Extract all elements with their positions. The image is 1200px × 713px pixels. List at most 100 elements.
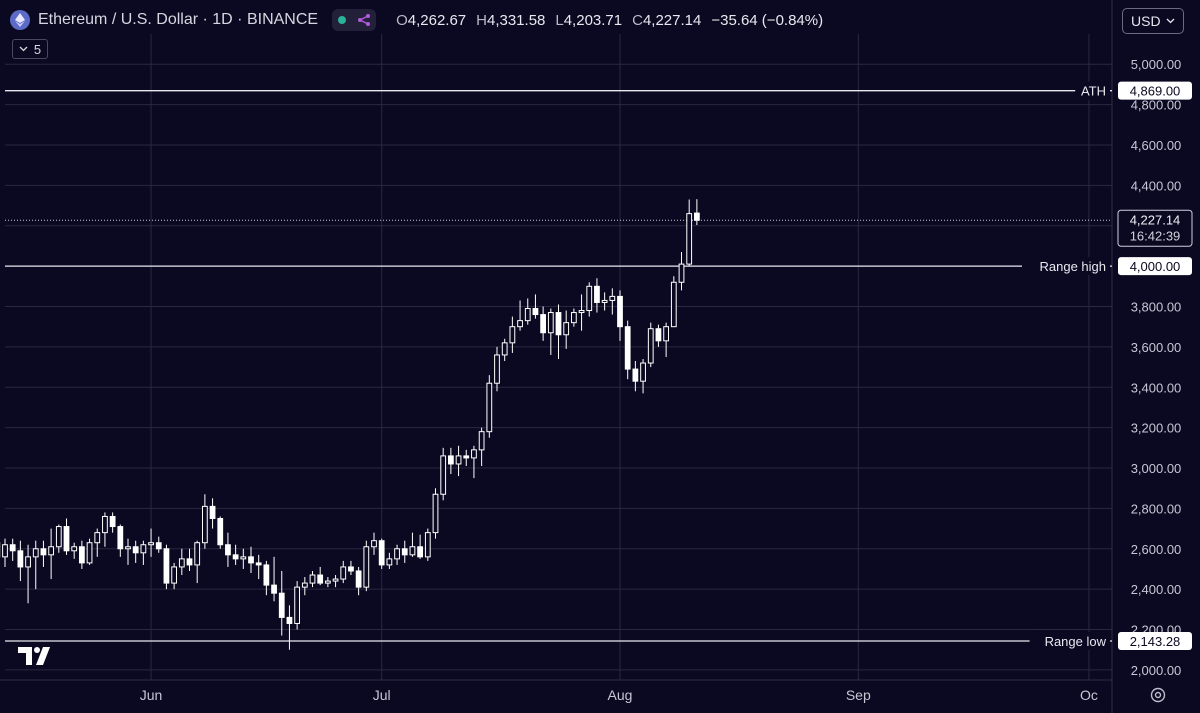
candle-body xyxy=(693,212,700,221)
candle xyxy=(655,324,662,347)
candle xyxy=(355,566,362,596)
candle xyxy=(640,358,646,394)
candle-body xyxy=(186,558,193,566)
candle-body xyxy=(2,544,8,558)
candle-body xyxy=(594,285,600,303)
candle xyxy=(63,518,70,555)
candle-body xyxy=(263,564,270,586)
candle xyxy=(94,528,101,557)
price-tick-label: 2,400.00 xyxy=(1131,582,1182,597)
high-value: 4,331.58 xyxy=(486,11,546,29)
price-tick-label: 2,000.00 xyxy=(1131,663,1182,678)
horizontal-levels xyxy=(5,90,1112,642)
candle-body xyxy=(324,580,331,584)
time-axis[interactable]: Jun Jul Aug Sep Oc xyxy=(140,687,1098,703)
candle xyxy=(194,540,201,584)
candle xyxy=(278,570,285,636)
level-price-tag xyxy=(1118,81,1192,100)
candle-body xyxy=(194,542,201,566)
candle xyxy=(693,199,700,225)
candle-body xyxy=(424,532,431,558)
candle xyxy=(332,575,339,588)
ohlc-values: O4,262.67 H4,331.58 L4,203.71 C4,227.14 … xyxy=(396,12,823,29)
candle xyxy=(578,294,585,331)
candle-body xyxy=(663,326,670,342)
candle-body xyxy=(617,295,623,328)
candle-body xyxy=(25,556,31,568)
price-tick-label: 4,600.00 xyxy=(1131,138,1182,153)
candle-body xyxy=(547,312,554,334)
level-caption: Range high xyxy=(1040,259,1107,274)
candle xyxy=(225,532,231,567)
candle-body xyxy=(240,556,247,560)
candle xyxy=(271,556,277,602)
open-key: O xyxy=(396,11,408,29)
candle-body xyxy=(301,582,308,588)
candle-body xyxy=(217,517,224,546)
candle-body xyxy=(624,326,631,370)
level-labels: ATH 4,869.00 Range high 4,000.00 Range low 2,… xyxy=(1022,81,1193,650)
candle xyxy=(340,560,347,584)
indicators-toggle-button[interactable]: 5 xyxy=(12,39,48,59)
candle xyxy=(86,538,93,565)
price-tick-label: 4,400.00 xyxy=(1131,178,1182,193)
high-key: H xyxy=(476,11,487,29)
candle xyxy=(263,560,270,596)
candle-body xyxy=(494,354,500,384)
candle xyxy=(25,544,31,604)
candle xyxy=(2,538,8,567)
candle xyxy=(163,544,170,590)
candle xyxy=(324,577,331,588)
candle xyxy=(563,310,570,349)
candle-body xyxy=(171,566,178,584)
candle-body xyxy=(517,320,523,328)
candle-body xyxy=(447,455,454,465)
level-caption-bg xyxy=(1029,631,1110,650)
candle xyxy=(209,498,216,529)
candle-body xyxy=(471,449,477,459)
indicator-count: 5 xyxy=(33,41,42,57)
time-tick-label: Sep xyxy=(846,687,871,703)
candle xyxy=(617,290,623,341)
price-tick-label: 3,600.00 xyxy=(1131,340,1182,355)
price-tick-label: 5,000.00 xyxy=(1131,57,1182,72)
candle xyxy=(555,304,562,359)
candle-body xyxy=(578,310,585,314)
candle xyxy=(524,298,531,325)
status-pill[interactable] xyxy=(332,9,377,31)
candle-body xyxy=(86,542,93,564)
candle-body xyxy=(647,328,654,364)
share-icon[interactable] xyxy=(357,13,371,27)
currency-select[interactable]: USD xyxy=(1122,8,1184,34)
tradingview-logo[interactable] xyxy=(18,647,52,670)
candle xyxy=(663,322,670,357)
candle xyxy=(486,375,493,438)
candle-body xyxy=(125,546,131,550)
candle-body xyxy=(378,540,385,566)
price-axis[interactable]: 2,000.002,200.002,400.002,600.002,800.00… xyxy=(1131,57,1182,678)
settings-icon[interactable] xyxy=(1150,687,1166,708)
candle xyxy=(78,540,85,569)
price-tick-label: 2,600.00 xyxy=(1131,542,1182,557)
candle-body xyxy=(463,455,470,459)
grid-lines xyxy=(0,0,1113,713)
candle xyxy=(509,316,516,353)
candle xyxy=(186,548,193,571)
candle-body xyxy=(248,556,254,564)
symbol-title[interactable]: Ethereum / U.S. Dollar · 1D · BINANCE xyxy=(38,11,319,28)
candle xyxy=(471,445,477,479)
candle-body xyxy=(294,586,301,624)
level-caption: ATH xyxy=(1081,84,1106,99)
candle-body xyxy=(409,546,416,556)
candle-body xyxy=(348,566,354,572)
candle xyxy=(240,548,247,569)
candle-body xyxy=(455,455,462,465)
candle xyxy=(363,540,370,592)
candle-body xyxy=(355,570,362,588)
candle-body xyxy=(55,526,62,548)
candle-body xyxy=(201,505,208,544)
candle xyxy=(232,544,239,565)
candle-body xyxy=(48,546,55,556)
current-price-tag xyxy=(1117,209,1193,247)
